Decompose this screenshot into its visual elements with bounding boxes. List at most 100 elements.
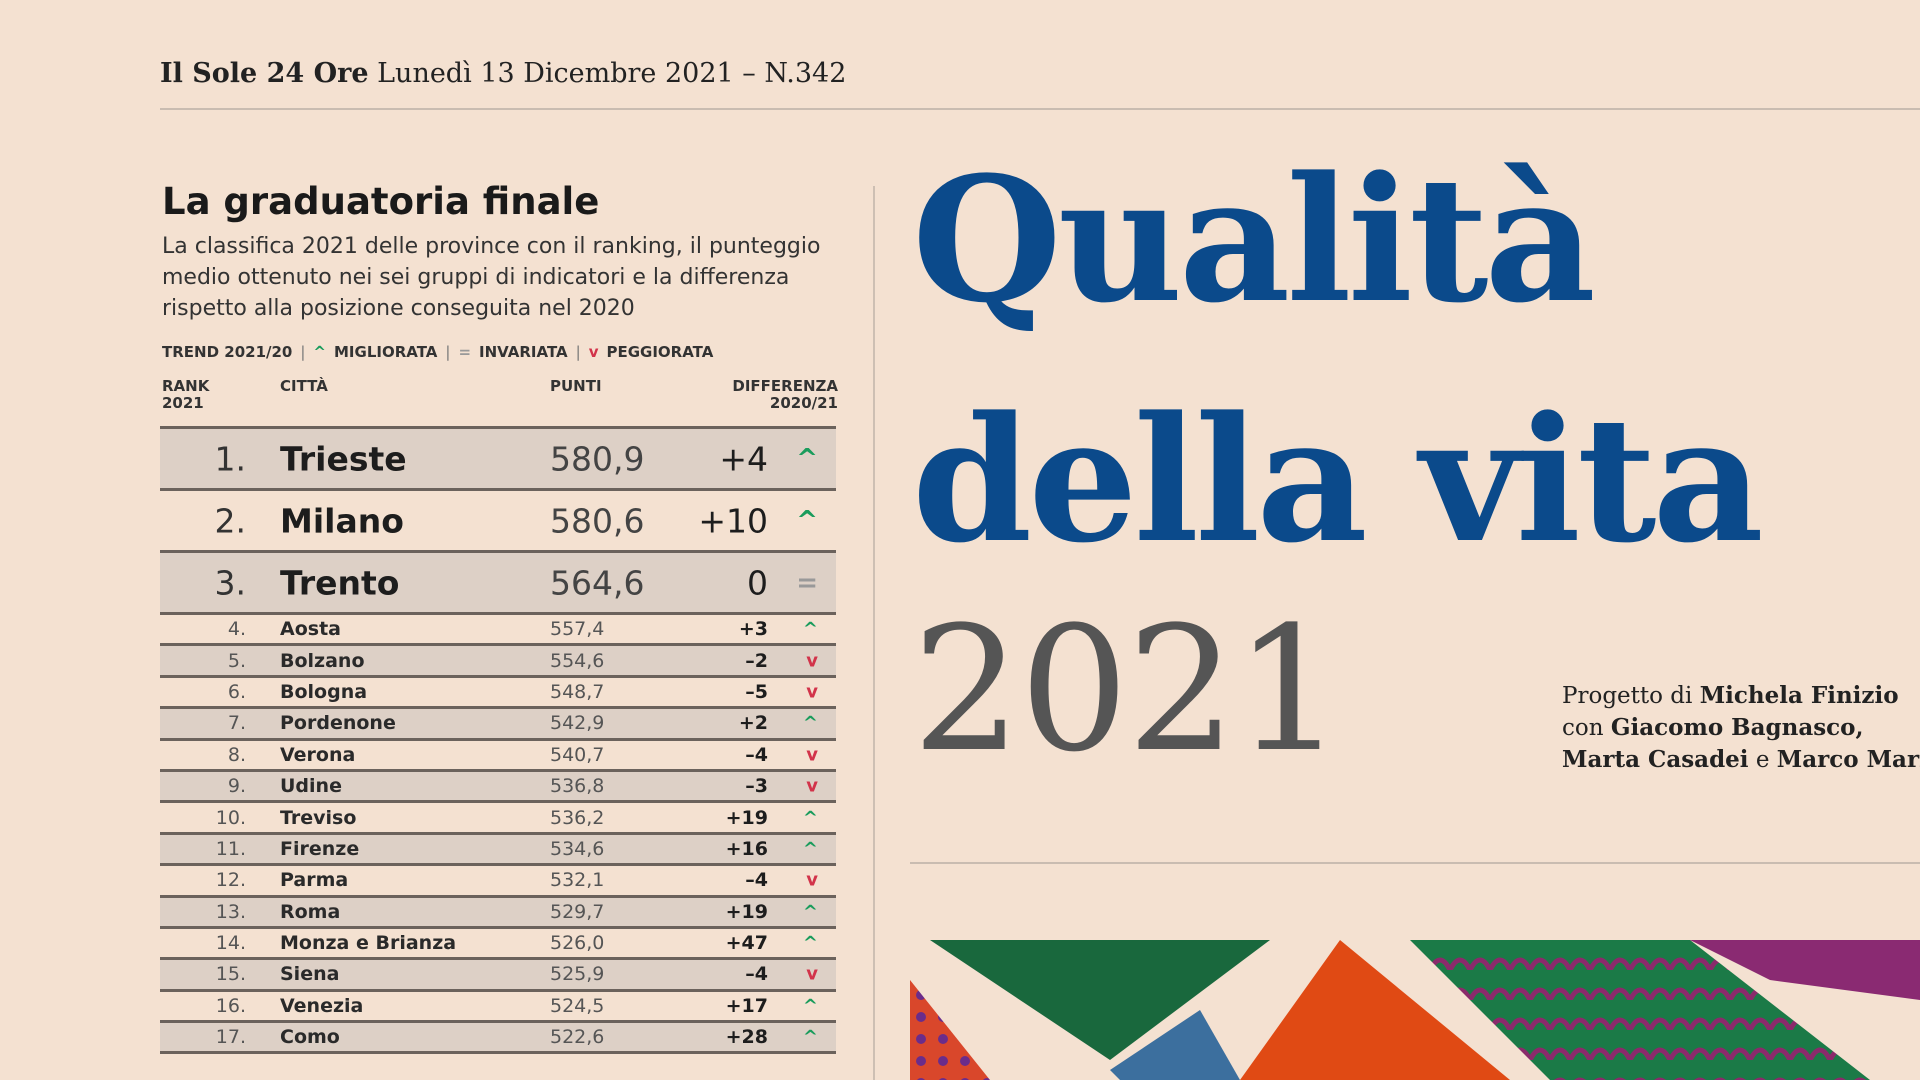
city-cell: Siena	[280, 963, 340, 986]
credits-author: Michela Finizio	[1699, 682, 1899, 709]
points-cell: 524,5	[550, 994, 605, 1017]
table-row: 4. Aosta 557,4 +3 ^	[160, 615, 836, 647]
points-cell: 554,6	[550, 649, 605, 672]
difference-cell: –5	[745, 680, 768, 703]
city-cell: Milano	[280, 501, 404, 540]
city-cell: Venezia	[280, 994, 364, 1017]
difference-cell: +16	[725, 837, 768, 860]
difference-cell: +47	[725, 932, 768, 955]
city-cell: Bologna	[280, 680, 368, 703]
city-cell: Udine	[280, 775, 342, 798]
art-shape-green	[930, 940, 1270, 1060]
rank-cell: 2.	[214, 501, 247, 540]
rank-cell: 8.	[227, 743, 246, 766]
legend-separator: |	[445, 343, 451, 361]
points-cell: 532,1	[550, 869, 605, 892]
difference-cell: –3	[745, 775, 768, 798]
table-row: 2. Milano 580,6 +10 ^	[160, 491, 836, 553]
equals-icon: =	[458, 343, 472, 361]
chevron-down-icon: v	[806, 744, 818, 766]
art-shape-scales	[1410, 940, 1870, 1080]
difference-cell: 0	[747, 563, 768, 602]
points-cell: 548,7	[550, 680, 605, 703]
rank-cell: 16.	[215, 994, 246, 1017]
points-cell: 529,7	[550, 900, 605, 923]
table-row: 15. Siena 525,9 –4 v	[160, 960, 836, 992]
city-cell: Trento	[280, 563, 400, 602]
points-cell: 557,4	[550, 618, 605, 641]
rank-cell: 14.	[215, 932, 246, 955]
chevron-down-icon: v	[806, 681, 818, 703]
points-cell: 526,0	[550, 932, 605, 955]
city-cell: Firenze	[280, 837, 360, 860]
rank-cell: 7.	[227, 712, 246, 735]
chevron-down-icon: v	[588, 343, 599, 361]
difference-cell: +19	[725, 900, 768, 923]
points-cell: 536,2	[550, 806, 605, 829]
difference-cell: –4	[745, 743, 768, 766]
difference-cell: –4	[745, 869, 768, 892]
decorative-illustration	[910, 940, 1920, 1080]
chevron-up-icon: ^	[802, 807, 818, 829]
difference-cell: +17	[725, 994, 768, 1017]
chevron-down-icon: v	[806, 869, 818, 891]
rank-cell: 11.	[215, 837, 246, 860]
project-credits: Progetto di Michela Finizio con Giacomo …	[1562, 680, 1920, 776]
legend-unchanged: INVARIATA	[479, 343, 568, 361]
chevron-up-icon: ^	[802, 1026, 818, 1048]
credits-coauthor-2: Marta Casadei	[1562, 746, 1749, 773]
city-cell: Trieste	[280, 439, 407, 478]
rank-cell: 1.	[214, 439, 247, 478]
art-shape-blue	[1110, 1010, 1240, 1080]
table-header: RANK 2021 CITTÀ PUNTI DIFFERENZA 2020/21	[160, 378, 840, 426]
table-row: 13. Roma 529,7 +19 ^	[160, 897, 836, 929]
rank-cell: 5.	[227, 649, 246, 672]
difference-cell: +19	[725, 806, 768, 829]
chevron-up-icon: ^	[796, 505, 818, 536]
points-cell: 540,7	[550, 743, 605, 766]
rank-cell: 3.	[214, 563, 247, 602]
hero-title-line2: della vita	[912, 378, 1764, 581]
ranking-description: La classifica 2021 delle province con il…	[162, 234, 821, 321]
points-cell: 534,6	[550, 837, 605, 860]
credits-and: e	[1748, 747, 1777, 773]
ranking-section: La graduatoria finale La classifica 2021…	[160, 180, 840, 1055]
credits-with: con	[1562, 715, 1611, 741]
table-row: 7. Pordenone 542,9 +2 ^	[160, 709, 836, 741]
city-cell: Treviso	[280, 806, 357, 829]
table-row: 14. Monza e Brianza 526,0 +47 ^	[160, 929, 836, 961]
ranking-title: La graduatoria finale	[162, 180, 600, 223]
trend-legend: TREND 2021/20 | ^ MIGLIORATA | = INVARIA…	[162, 340, 840, 364]
difference-cell: +4	[719, 439, 768, 478]
art-shape-dots	[910, 980, 990, 1080]
newspaper-brand: Il Sole 24 Ore	[160, 58, 369, 89]
table-row: 3. Trento 564,6 0 =	[160, 553, 836, 615]
chevron-down-icon: v	[806, 963, 818, 985]
chevron-up-icon: ^	[802, 712, 818, 734]
difference-cell: –4	[745, 963, 768, 986]
rank-cell: 17.	[215, 1026, 246, 1049]
credits-coauthor-3: Marco Mariani	[1776, 746, 1920, 773]
difference-cell: +2	[738, 712, 768, 735]
header-points: PUNTI	[550, 377, 602, 395]
chevron-up-icon: ^	[802, 838, 818, 860]
table-row: 9. Udine 536,8 –3 v	[160, 771, 836, 804]
table-row: 6. Bologna 548,7 –5 v	[160, 678, 836, 710]
table-row: 16. Venezia 524,5 +17 ^	[160, 992, 836, 1024]
rank-cell: 12.	[215, 869, 246, 892]
table-row: 1. Trieste 580,9 +4 ^	[160, 429, 836, 491]
table-row: 5. Bolzano 554,6 –2 v	[160, 646, 836, 678]
city-cell: Monza e Brianza	[280, 932, 457, 955]
chevron-up-icon: ^	[802, 618, 818, 640]
chevron-up-icon: ^	[796, 443, 818, 474]
city-cell: Aosta	[280, 618, 341, 641]
chevron-up-icon: ^	[802, 995, 818, 1017]
rank-cell: 4.	[227, 618, 246, 641]
points-cell: 525,9	[550, 963, 605, 986]
rank-cell: 6.	[227, 680, 246, 703]
rank-cell: 13.	[215, 900, 246, 923]
chevron-down-icon: v	[806, 650, 818, 672]
table-row: 12. Parma 532,1 –4 v	[160, 866, 836, 898]
city-cell: Verona	[280, 743, 356, 766]
legend-separator: |	[300, 343, 306, 361]
